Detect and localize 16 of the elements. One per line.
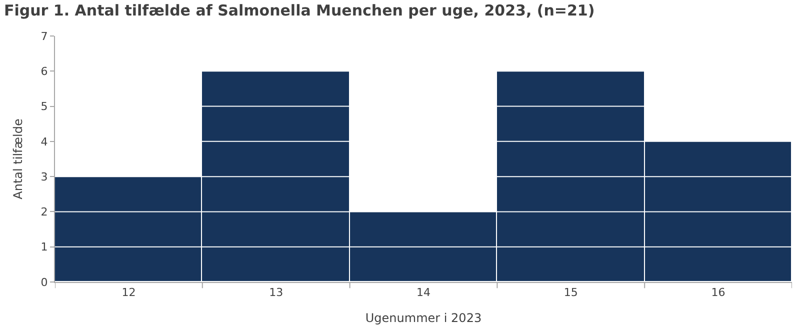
x-tick-label: 15 [564, 286, 578, 300]
y-tick-label: 1 [40, 240, 48, 254]
x-tick-label: 12 [122, 286, 136, 300]
x-tick-label: 13 [269, 286, 284, 300]
x-tick-label: 14 [416, 286, 430, 300]
chart-title: Figur 1. Antal tilfælde af Salmonella Muenchen per uge, 2023, (n=21) [4, 1, 595, 20]
y-tick-label: 7 [40, 30, 48, 43]
y-tick-label: 2 [40, 206, 48, 219]
y-tick-label: 5 [40, 100, 48, 114]
y-tick-label: 4 [40, 135, 48, 148]
y-axis-title: Antal tilfælde [11, 118, 26, 200]
y-tick-label: 3 [40, 170, 48, 184]
y-tick-label: 0 [40, 276, 48, 289]
x-tick-label: 16 [711, 286, 726, 300]
y-tick-label: 6 [40, 64, 48, 78]
x-axis-title: Ugenummer i 2023 [365, 311, 482, 326]
